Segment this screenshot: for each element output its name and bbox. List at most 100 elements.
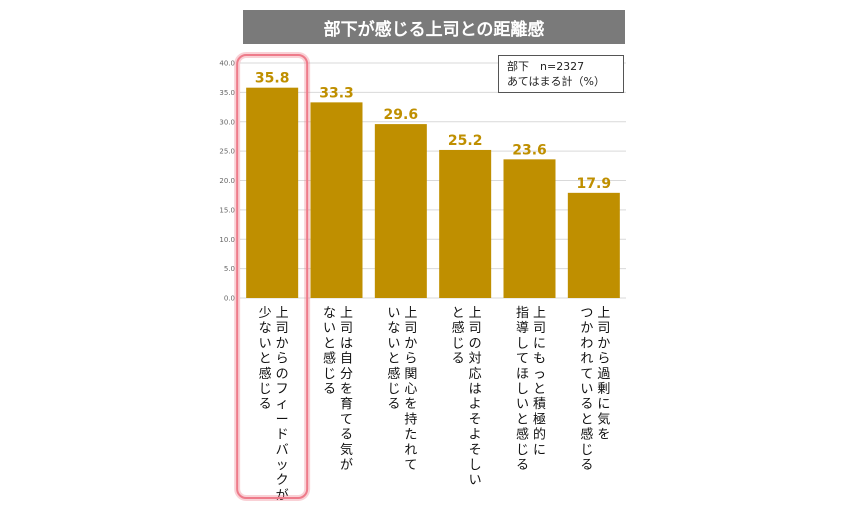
category-label-char: と [452, 306, 465, 321]
value-labels: 35.8 33.3 29.6 25.2 23.6 17.9 [255, 71, 611, 192]
category-label-char: っ [533, 367, 546, 382]
category-label-char: 少 [259, 306, 272, 321]
category-label-char: 感 [387, 366, 400, 382]
bar-value-label: 33.3 [319, 85, 354, 101]
category-label-char: 司 [340, 321, 353, 336]
category-label-char: 感 [580, 427, 593, 443]
category-label-char: 過 [597, 367, 610, 382]
category-label-char: 対 [469, 352, 482, 367]
category-label-char: 導 [516, 321, 529, 336]
category-label-char: と [580, 412, 593, 427]
y-tick-label: 35.0 [219, 89, 235, 97]
category-label-char: 上 [597, 306, 610, 321]
bar-value-label: 35.8 [255, 71, 290, 87]
category-label-char: は [340, 336, 353, 351]
category-label-char: ら [404, 352, 417, 367]
bar-value-label: 17.9 [577, 176, 612, 192]
category-label-char: と [387, 352, 400, 367]
category-label-char: よ [469, 428, 482, 443]
category-label-char: 積 [533, 397, 546, 412]
category-label-char: と [516, 412, 529, 427]
category-label-char: な [323, 306, 336, 321]
category-label-char: る [323, 382, 336, 397]
category-label-char: 司 [533, 321, 546, 336]
category-label-char: い [469, 473, 482, 488]
bar-value-label: 29.6 [384, 107, 419, 123]
category-label-char: 関 [404, 367, 417, 382]
category-label-char: よ [469, 397, 482, 412]
category-label-char: バ [276, 443, 289, 458]
y-tick-label: 15.0 [219, 206, 235, 214]
category-label-char: の [469, 336, 482, 351]
bar-value-label: 25.2 [448, 133, 483, 149]
category-label-char: 的 [533, 427, 546, 443]
category-label-char: 応 [469, 367, 482, 382]
y-tick-label: 30.0 [219, 118, 235, 126]
category-label-char: ク [276, 473, 289, 488]
category-label-char: れ [404, 443, 417, 458]
category-label-char: じ [516, 443, 529, 458]
category-label-char: が [276, 488, 289, 503]
category-label-char: 司 [469, 321, 482, 336]
category-label-char: 指 [516, 306, 529, 321]
category-label-char: 育 [340, 396, 353, 412]
category-label-char: い [516, 397, 529, 412]
category-label-char: て [340, 412, 353, 427]
category-label-char: と [259, 352, 272, 367]
category-label-char: の [276, 367, 289, 382]
category-label-char: わ [580, 336, 593, 351]
bars [246, 87, 620, 298]
category-label-char: 上 [469, 306, 482, 321]
category-label-char: が [340, 458, 353, 473]
category-label-char: ら [276, 352, 289, 367]
category-label-char: る [580, 458, 593, 473]
bar [439, 149, 492, 298]
category-label-char: と [323, 336, 336, 351]
category-label-char: 自 [340, 352, 353, 367]
category-label-char: も [533, 352, 546, 367]
category-label-char: な [387, 321, 400, 336]
category-label-char: た [404, 428, 417, 443]
category-label-char: 司 [404, 321, 417, 336]
bar [374, 124, 427, 298]
category-label-char: そ [469, 412, 482, 427]
category-label-char: な [259, 321, 272, 336]
category-label-char: か [276, 336, 289, 351]
category-label-char: ら [597, 352, 610, 367]
category-label-char: じ [387, 382, 400, 397]
category-label-char: い [387, 336, 400, 351]
y-axis-ticks: 0.0 5.0 10.0 15.0 20.0 25.0 30.0 35.0 40.0 [219, 60, 235, 303]
category-label-char: 極 [533, 411, 546, 427]
bar [310, 102, 363, 298]
category-label-char: 司 [276, 321, 289, 336]
bar [246, 87, 299, 298]
category-label-char: を [404, 397, 417, 412]
category-label-char: い [259, 336, 272, 351]
category-labels: 上司からのフィードバックが少ないと感じる上司は自分を育てる気がないと感じる上司か… [259, 306, 611, 503]
category-label-char: つ [580, 306, 593, 321]
category-label-char: 気 [597, 411, 610, 427]
category-label-char: そ [469, 443, 482, 458]
category-label-char: ィ [276, 397, 289, 412]
category-label-char: 上 [276, 306, 289, 321]
chart-title: 部下が感じる上司との距離感 [243, 10, 625, 44]
highlight-outline [236, 54, 309, 499]
y-tick-label: 20.0 [219, 177, 235, 185]
category-label-char: る [516, 458, 529, 473]
category-label-char: 分 [340, 367, 353, 382]
category-label-char: る [259, 397, 272, 412]
category-label-char: 上 [533, 306, 546, 321]
category-label-char: 気 [340, 442, 353, 458]
category-label-char: い [323, 321, 336, 336]
category-label-char: い [387, 306, 400, 321]
category-label-char: じ [580, 443, 593, 458]
category-label-char: と [533, 382, 546, 397]
category-label-char: を [597, 428, 610, 443]
category-label-char: に [533, 443, 546, 458]
category-label-char: ッ [276, 458, 289, 473]
category-label-char: い [580, 382, 593, 397]
category-label-char: し [469, 458, 482, 473]
category-label-char: ー [276, 412, 289, 427]
category-label-char: 上 [340, 306, 353, 321]
